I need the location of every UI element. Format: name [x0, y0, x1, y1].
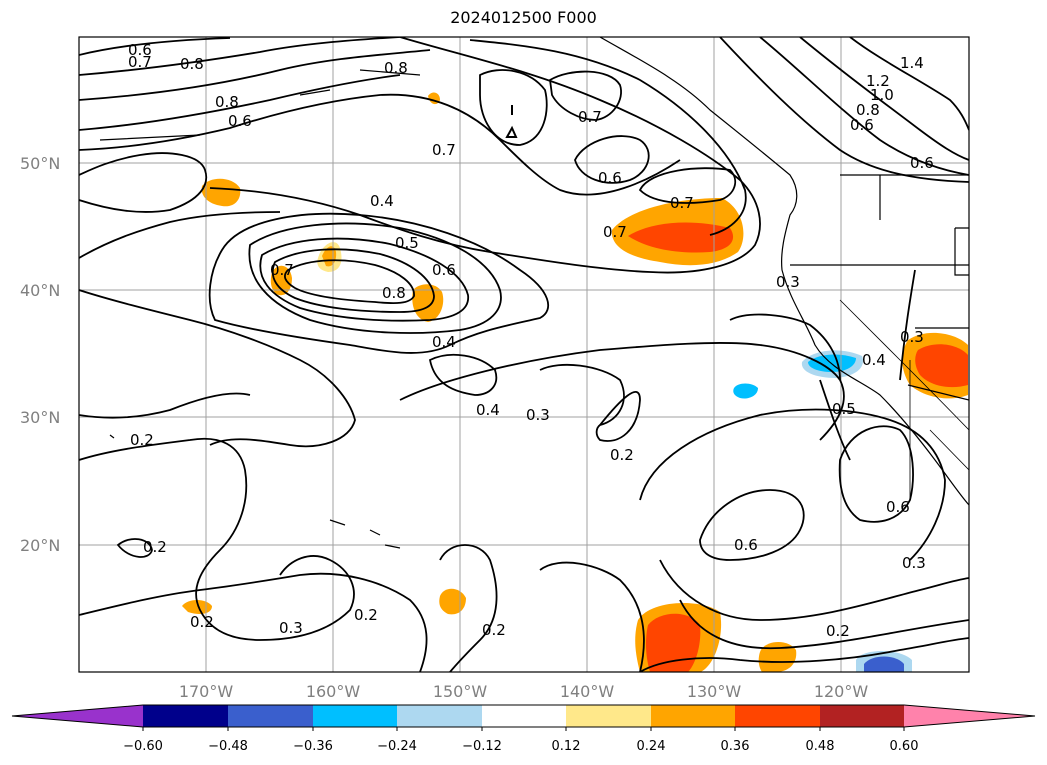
contour-label: 0.2: [143, 538, 167, 556]
contour-label: 0.3: [526, 406, 550, 424]
contour-label: 0.5: [832, 400, 856, 418]
map-title: 2024012500 F000: [450, 8, 597, 27]
contour-label: 0.7: [670, 194, 694, 212]
colorbar-tick-label: 0.12: [552, 739, 581, 754]
colorbar-tick-label: −0.48: [208, 739, 248, 754]
contour-label: 0.3: [776, 273, 800, 291]
contour-label: 0.6: [598, 169, 622, 187]
contour-label: 0.6: [734, 536, 758, 554]
lon-label-170w: 170°W: [179, 682, 234, 701]
colorbar-tick-label: 0.48: [806, 739, 835, 754]
colorbar-swatch: [566, 705, 651, 727]
contour-label: 0.4: [476, 401, 500, 419]
contour-label: 0.3: [279, 619, 303, 637]
contour-label: 0.8: [215, 93, 239, 111]
contour-label: 0.8: [180, 55, 204, 73]
contour-label: 0.2: [130, 431, 154, 449]
colorbar-swatch: [228, 705, 313, 727]
colorbar-swatch: [482, 705, 566, 727]
contour-label: 0.8: [384, 59, 408, 77]
contour-label: 0.4: [370, 192, 394, 210]
colorbar-swatch: [651, 705, 735, 727]
shade-negative-ca-core: [808, 354, 856, 372]
colorbar-extend-low: [12, 705, 143, 727]
shade-positive-pnw-core: [628, 222, 734, 253]
contour-label: 0.2: [190, 613, 214, 631]
colorbar-swatch: [143, 705, 228, 727]
contour-label: 0.6: [886, 498, 910, 516]
lat-label-20n: 20°N: [20, 536, 60, 555]
contour-label: 0.7: [270, 261, 294, 279]
contour-label: 0.2: [610, 446, 634, 464]
shade-positive-blob8: [758, 641, 797, 672]
colorbar-extend-high: [904, 705, 1035, 727]
contour-label: 0.6: [910, 154, 934, 172]
colorbar-tick-label: 0.24: [637, 739, 666, 754]
contour-label: 0.7: [603, 223, 627, 241]
contour-label: 0.3: [900, 328, 924, 346]
contour-label: 0.7: [432, 141, 456, 159]
colorbar: −0.60 −0.48 −0.36 −0.24 −0.12 0.12 0.24 …: [11, 704, 1036, 754]
shade-positive-blob5: [201, 178, 241, 207]
lon-label-140w: 140°W: [560, 682, 615, 701]
contour-label: 0.8: [382, 284, 406, 302]
colorbar-tick-label: 0.36: [721, 739, 750, 754]
contour-label: 0.6: [432, 261, 456, 279]
shade-negative-south-core: [864, 656, 904, 672]
longitude-labels: 170°W 160°W 150°W 140°W 130°W 120°W: [179, 682, 869, 701]
contour-label: 0.5: [395, 234, 419, 252]
lat-label-40n: 40°N: [20, 281, 60, 300]
lon-label-150w: 150°W: [433, 682, 488, 701]
coastlines: [99, 37, 969, 549]
colorbar-tick-label: −0.24: [377, 739, 417, 754]
contour-label: 0.6: [228, 112, 252, 130]
contour-label: 0.3: [902, 554, 926, 572]
shade-positive-south-core: [645, 613, 701, 672]
contour-label: 0.6: [850, 116, 874, 134]
contour-label: 0.4: [432, 333, 456, 351]
contour-label: 0.6: [128, 41, 152, 59]
plot-frame: [78, 36, 970, 673]
contour-label: 0.7: [128, 53, 152, 71]
lat-label-50n: 50°N: [20, 154, 60, 173]
shade-positive-blob1: [412, 284, 444, 322]
colorbar-swatch: [397, 705, 482, 727]
contour-label: 0.4: [862, 351, 886, 369]
colorbar-tick-label: −0.60: [123, 739, 163, 754]
shaded-anomalies: [182, 92, 968, 672]
contour-label: 0.7: [578, 108, 602, 126]
lat-label-30n: 30°N: [20, 408, 60, 427]
colorbar-ticks: [142, 727, 905, 731]
contour-label: 0.2: [482, 621, 506, 639]
contour-marks: [505, 105, 518, 138]
latitude-labels: 50°N 40°N 30°N 20°N: [20, 154, 60, 555]
lon-label-120w: 120°W: [814, 682, 869, 701]
contour-label: 1.0: [870, 86, 894, 104]
lon-label-130w: 130°W: [687, 682, 742, 701]
contour-lines: [79, 37, 969, 672]
contour-label: 0.8: [856, 101, 880, 119]
colorbar-tick-label: −0.12: [462, 739, 502, 754]
contour-label: 0.2: [354, 606, 378, 624]
shade-positive-socal-core: [915, 344, 968, 388]
shade-positive-blob6: [182, 600, 212, 614]
colorbar-swatch: [820, 705, 904, 727]
colorbar-swatch: [313, 705, 397, 727]
colorbar-swatch: [735, 705, 820, 727]
contour-label: 0.2: [826, 622, 850, 640]
contour-label: 1.2: [866, 72, 890, 90]
contour-labels: 0.6 0.7 0.8 0.8 0.6 0.8 0.7 0.4 0.5 0.6 …: [128, 41, 934, 640]
contour-label: 1.4: [900, 54, 924, 72]
gridlines: [79, 37, 969, 672]
shade-negative-small: [733, 383, 758, 399]
lon-label-160w: 160°W: [306, 682, 361, 701]
colorbar-tick-label: −0.36: [293, 739, 333, 754]
shade-positive-blob7: [439, 588, 466, 615]
colorbar-tick-label: 0.60: [890, 739, 919, 754]
